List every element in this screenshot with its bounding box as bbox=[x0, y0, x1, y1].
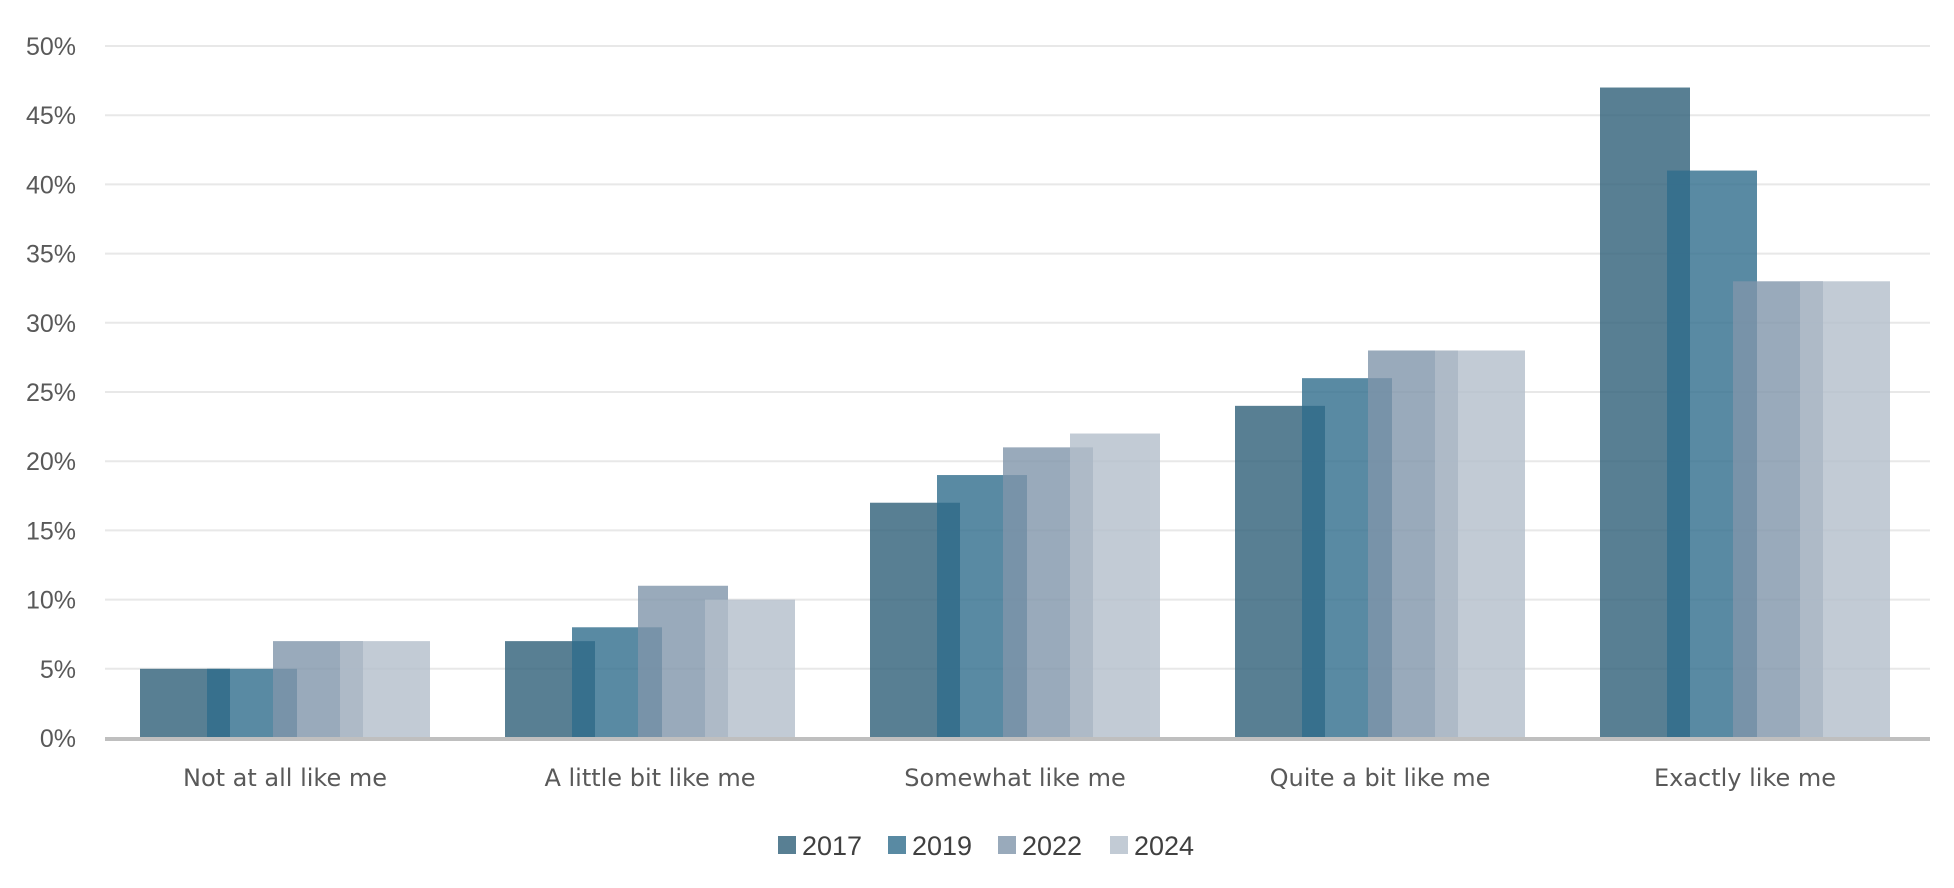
y-tick-label: 25% bbox=[26, 379, 76, 407]
x-tick-label: A little bit like me bbox=[544, 764, 755, 792]
gridlines bbox=[105, 45, 1930, 670]
legend-label-2019: 2019 bbox=[912, 831, 972, 861]
y-tick-label: 0% bbox=[40, 725, 76, 753]
x-axis: Not at all like me A little bit like me So… bbox=[105, 737, 1930, 792]
y-tick-label: 20% bbox=[26, 448, 76, 476]
y-tick-label: 10% bbox=[26, 587, 76, 615]
legend-label-2022: 2022 bbox=[1022, 831, 1082, 861]
legend-swatch-2019 bbox=[888, 836, 906, 854]
bar-2024-5 bbox=[1800, 281, 1890, 738]
y-tick-label: 5% bbox=[40, 656, 76, 684]
bar-2024-1 bbox=[340, 641, 430, 738]
y-axis: 0% 5% 10% 15% 20% 25% 30% 35% 40% 45% 50% bbox=[26, 33, 76, 753]
y-tick-label: 40% bbox=[26, 171, 76, 199]
legend-swatch-2017 bbox=[778, 836, 796, 854]
y-tick-label: 45% bbox=[26, 102, 76, 130]
x-tick-label: Exactly like me bbox=[1654, 764, 1836, 792]
legend: 2017 2019 2022 2024 bbox=[778, 831, 1194, 861]
bars bbox=[140, 87, 1890, 738]
y-tick-label: 50% bbox=[26, 33, 76, 61]
bar-2024-2 bbox=[705, 599, 795, 738]
y-tick-label: 15% bbox=[26, 517, 76, 545]
legend-label-2017: 2017 bbox=[802, 831, 862, 861]
x-tick-label: Quite a bit like me bbox=[1270, 764, 1491, 792]
bar-2024-3 bbox=[1070, 433, 1160, 738]
x-tick-label: Somewhat like me bbox=[904, 764, 1126, 792]
bar-2024-4 bbox=[1435, 350, 1525, 738]
legend-swatch-2024 bbox=[1110, 836, 1128, 854]
legend-label-2024: 2024 bbox=[1134, 831, 1194, 861]
legend-swatch-2022 bbox=[998, 836, 1016, 854]
y-tick-label: 30% bbox=[26, 310, 76, 338]
y-tick-label: 35% bbox=[26, 241, 76, 269]
x-tick-label: Not at all like me bbox=[183, 764, 387, 792]
